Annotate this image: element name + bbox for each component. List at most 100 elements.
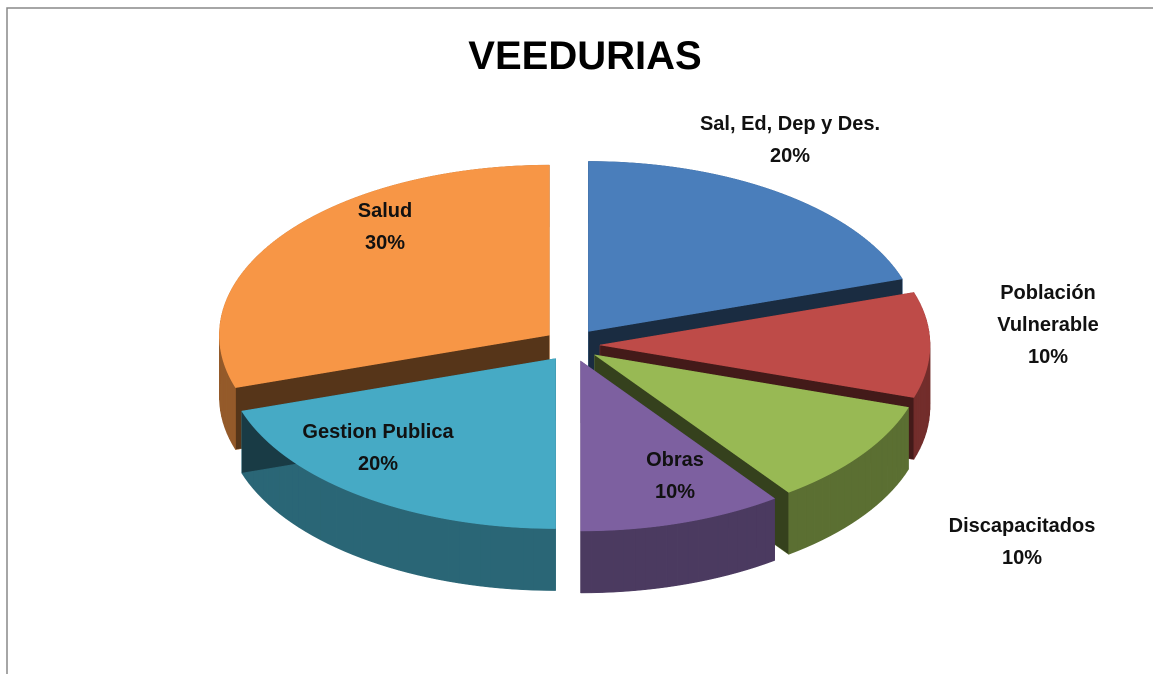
pie-slice bbox=[580, 360, 776, 532]
category-label: Salud bbox=[357, 200, 413, 222]
slice-side bbox=[427, 515, 439, 580]
slice-side bbox=[232, 381, 236, 451]
slice-side bbox=[887, 427, 893, 496]
slice-side bbox=[821, 473, 831, 541]
slice-side bbox=[634, 527, 646, 591]
slice-side bbox=[388, 505, 399, 571]
category-label: Discapacitados bbox=[948, 515, 1096, 537]
slice-side bbox=[858, 452, 866, 520]
slice-side bbox=[922, 375, 925, 444]
slice-side bbox=[813, 477, 823, 545]
slice-side bbox=[224, 365, 228, 434]
category-label: Obras bbox=[646, 449, 704, 471]
slice-side bbox=[788, 488, 798, 555]
slice-side bbox=[645, 526, 657, 590]
slice-side bbox=[805, 481, 815, 548]
slice-side bbox=[490, 524, 502, 589]
slice-side bbox=[544, 528, 556, 591]
category-label: Población Vulnerable bbox=[997, 282, 1099, 336]
data-label: Salud 30% bbox=[285, 195, 485, 259]
slice-side bbox=[407, 510, 419, 576]
value-label: 20% bbox=[357, 453, 399, 475]
data-label: Obras 10% bbox=[575, 444, 775, 508]
slice-side bbox=[797, 485, 807, 552]
slice-side bbox=[844, 461, 852, 529]
slice-side bbox=[379, 502, 390, 568]
slice-side bbox=[398, 507, 409, 574]
data-label: Discapacitados 10% bbox=[922, 510, 1122, 574]
slice-side bbox=[327, 481, 337, 548]
value-label: 10% bbox=[1001, 547, 1043, 569]
value-label: 30% bbox=[364, 232, 406, 254]
value-label: 10% bbox=[1027, 346, 1069, 368]
slice-side bbox=[765, 498, 775, 565]
slice-side bbox=[229, 376, 233, 445]
slice-side bbox=[727, 510, 738, 576]
slice-side bbox=[756, 501, 766, 568]
slice-side bbox=[458, 520, 470, 585]
slice-side bbox=[881, 432, 888, 501]
slice-side bbox=[602, 529, 614, 593]
slice-side bbox=[666, 523, 678, 588]
data-label: Población Vulnerable 10% bbox=[978, 277, 1118, 373]
category-label: Sal, Ed, Dep y Des. bbox=[699, 113, 881, 135]
slice-side bbox=[580, 530, 592, 594]
slice-side bbox=[717, 512, 729, 578]
slice-side bbox=[677, 521, 689, 586]
value-label: 20% bbox=[769, 145, 811, 167]
chart-border bbox=[6, 7, 1153, 674]
slice-side bbox=[746, 504, 757, 571]
slice-side bbox=[896, 417, 902, 486]
slice-side bbox=[361, 495, 371, 562]
slice-side bbox=[320, 477, 329, 545]
value-label: 10% bbox=[654, 481, 696, 503]
pie-slice bbox=[594, 354, 909, 493]
slice-side bbox=[448, 519, 460, 584]
slice-side bbox=[924, 370, 927, 438]
slice-side bbox=[417, 512, 429, 578]
slice-side bbox=[370, 499, 380, 565]
slice-side bbox=[479, 523, 491, 588]
pie-slice bbox=[599, 292, 931, 398]
slice-side bbox=[904, 406, 909, 476]
data-label: Sal, Ed, Dep y Des. 20% bbox=[690, 108, 890, 172]
slice-side bbox=[533, 527, 545, 591]
slice-side bbox=[851, 456, 859, 524]
slice-side bbox=[344, 488, 354, 556]
slice-side bbox=[707, 515, 719, 581]
slice-side bbox=[352, 492, 362, 559]
slice-side bbox=[829, 469, 838, 537]
slice-side bbox=[697, 517, 709, 583]
pie-slice bbox=[588, 161, 903, 332]
pie-slice bbox=[241, 358, 556, 529]
category-label: Gestion Publica bbox=[302, 421, 454, 443]
slice-side bbox=[312, 473, 321, 541]
slice-side bbox=[226, 371, 230, 439]
slice-side bbox=[500, 526, 513, 590]
slice-side bbox=[919, 381, 923, 449]
slice-side bbox=[511, 526, 524, 591]
slice-side bbox=[837, 465, 845, 533]
pie-slice bbox=[219, 164, 550, 388]
slice-side bbox=[335, 485, 345, 552]
slice-side bbox=[876, 437, 883, 506]
slice-side bbox=[892, 422, 898, 491]
slice-side bbox=[913, 391, 918, 461]
slice-side bbox=[737, 507, 748, 573]
slice-side bbox=[900, 411, 906, 481]
slice-side bbox=[623, 528, 636, 592]
slice-side bbox=[687, 519, 699, 585]
slice-side bbox=[469, 522, 481, 587]
slice-side bbox=[864, 447, 872, 516]
data-label: Gestion Publica 20% bbox=[278, 416, 478, 480]
slice-side bbox=[522, 527, 534, 591]
slice-side bbox=[591, 530, 603, 594]
slice-side bbox=[870, 442, 877, 511]
slice-side bbox=[613, 529, 625, 593]
slice-side bbox=[437, 517, 449, 582]
slice-side bbox=[656, 524, 668, 589]
chart-title: VEEDURIAS bbox=[468, 34, 702, 78]
slice-side bbox=[916, 386, 921, 455]
